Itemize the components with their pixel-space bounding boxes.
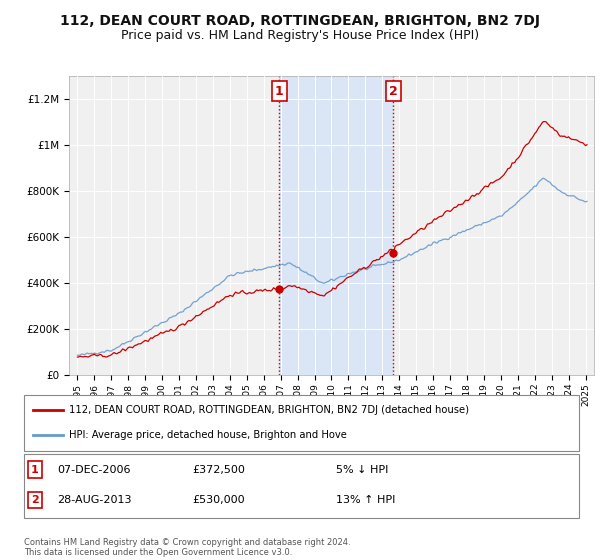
Text: 112, DEAN COURT ROAD, ROTTINGDEAN, BRIGHTON, BN2 7DJ (detached house): 112, DEAN COURT ROAD, ROTTINGDEAN, BRIGH… xyxy=(69,405,469,416)
Text: 1: 1 xyxy=(275,85,284,97)
Text: 112, DEAN COURT ROAD, ROTTINGDEAN, BRIGHTON, BN2 7DJ: 112, DEAN COURT ROAD, ROTTINGDEAN, BRIGH… xyxy=(60,14,540,28)
Text: Price paid vs. HM Land Registry's House Price Index (HPI): Price paid vs. HM Land Registry's House … xyxy=(121,29,479,42)
Text: 13% ↑ HPI: 13% ↑ HPI xyxy=(336,495,395,505)
Text: 2: 2 xyxy=(31,495,38,505)
Text: £372,500: £372,500 xyxy=(192,465,245,475)
Text: 5% ↓ HPI: 5% ↓ HPI xyxy=(336,465,388,475)
Text: Contains HM Land Registry data © Crown copyright and database right 2024.
This d: Contains HM Land Registry data © Crown c… xyxy=(24,538,350,557)
Bar xyxy=(280,76,394,375)
Text: 1: 1 xyxy=(31,465,38,475)
Text: 07-DEC-2006: 07-DEC-2006 xyxy=(57,465,131,475)
Text: HPI: Average price, detached house, Brighton and Hove: HPI: Average price, detached house, Brig… xyxy=(69,430,347,440)
Text: 28-AUG-2013: 28-AUG-2013 xyxy=(57,495,131,505)
Text: £530,000: £530,000 xyxy=(192,495,245,505)
Text: 2: 2 xyxy=(389,85,398,97)
